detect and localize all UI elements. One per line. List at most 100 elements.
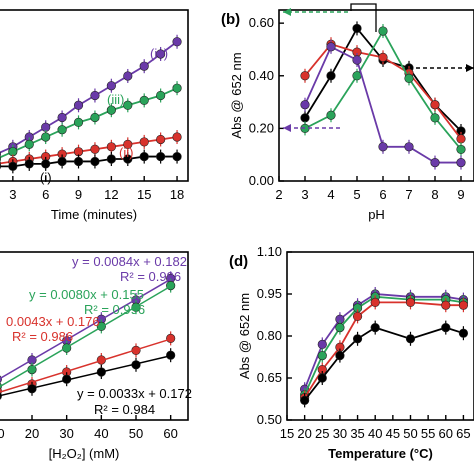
x-tick-label: 12 <box>104 187 118 202</box>
x-tick-label: 15 <box>137 187 151 202</box>
x-tick-label: 65 <box>456 426 470 441</box>
x-tick-label: 4 <box>327 187 334 202</box>
x-axis-label: Time (minutes) <box>51 207 137 222</box>
series-annotation: (i) <box>40 170 52 185</box>
chart-panel-1: 2 3 4 5 6 7 8 9 0.00 0.20 0.40 0.60 pH Abs @ 652 nm (b… <box>221 3 474 222</box>
x-tick-label: 9 <box>75 187 82 202</box>
x-tick-label: 20 <box>25 426 39 441</box>
data-point <box>317 339 327 350</box>
y-tick-label: 0.00 <box>249 173 274 188</box>
data-point <box>458 328 469 338</box>
data-point <box>139 137 149 147</box>
fit-r-squared: R² = 0.986 <box>12 329 73 344</box>
fit-r-squared: R² = 0.996 <box>120 269 181 284</box>
series-annotation: (iii) <box>107 92 124 107</box>
data-point <box>57 125 67 135</box>
series-0 <box>0 271 176 383</box>
data-point <box>456 157 466 168</box>
x-tick-label: 25 <box>315 426 329 441</box>
fit-line <box>0 278 172 380</box>
x-tick-label: 40 <box>368 426 382 441</box>
data-point <box>0 151 2 158</box>
data-point <box>156 151 166 162</box>
data-point <box>106 105 116 115</box>
bracket-line <box>350 3 377 32</box>
arrow-head <box>283 8 291 16</box>
fit-r-squared: R² = 0.996 <box>84 302 145 317</box>
series-line <box>303 301 464 399</box>
x-tick-label: 8 <box>431 187 438 202</box>
data-point <box>326 71 336 81</box>
data-point <box>352 23 362 34</box>
data-point <box>172 151 182 162</box>
data-point <box>166 333 176 344</box>
data-point <box>430 100 440 110</box>
data-point <box>156 49 166 59</box>
data-point <box>404 73 414 83</box>
chart-panel-0: 3 6 9 12 15 18 Time (minutes) (iv) (iii) (ii) (i) <box>0 9 189 222</box>
data-point <box>106 81 116 91</box>
x-tick-label: 18 <box>170 187 184 202</box>
series-3 <box>300 320 469 408</box>
x-axis-label: Temperature (°C) <box>328 446 433 461</box>
plot-frame <box>0 251 189 421</box>
data-point <box>0 156 2 162</box>
data-point <box>24 139 34 149</box>
x-tick-label: 9 <box>457 187 464 202</box>
y-tick-label: 0.40 <box>249 68 274 83</box>
data-point <box>335 351 345 361</box>
x-tick-label: 2 <box>275 187 282 202</box>
data-point <box>106 142 116 152</box>
fit-r-squared: R² = 0.984 <box>94 402 155 417</box>
data-point <box>90 144 100 154</box>
series-line <box>303 295 464 396</box>
x-tick-label: 5 <box>353 187 360 202</box>
fit-equation: y = 0.0084x + 0.182 <box>72 254 187 269</box>
data-point <box>90 156 100 167</box>
data-point <box>404 142 414 152</box>
data-point <box>41 132 51 142</box>
data-point <box>139 95 149 105</box>
x-tick-label: 30 <box>333 426 347 441</box>
data-point <box>172 37 182 47</box>
x-tick-label: 6 <box>379 187 386 202</box>
data-point <box>0 163 2 170</box>
data-point <box>300 113 310 123</box>
x-tick-label: 15 <box>280 426 294 441</box>
y-tick-label: 1.10 <box>257 244 282 259</box>
data-point <box>57 112 67 123</box>
data-point <box>378 52 388 62</box>
arrow-head <box>283 124 291 132</box>
data-point <box>156 90 166 101</box>
x-tick-label: 35 <box>350 426 364 441</box>
data-point <box>90 90 100 101</box>
data-point <box>8 161 18 171</box>
data-point <box>456 144 466 155</box>
x-axis-label: [H₂O₂] (mM) <box>49 446 120 461</box>
x-tick-label: 55 <box>421 426 435 441</box>
series-annotation: (iv) <box>150 46 168 61</box>
series-1 <box>0 81 182 162</box>
y-tick-label: 0.80 <box>257 328 282 343</box>
data-point <box>370 297 380 308</box>
data-point <box>156 134 166 145</box>
data-point <box>317 351 327 361</box>
x-tick-label: 50 <box>403 426 417 441</box>
data-point <box>441 300 451 310</box>
data-point <box>123 139 133 149</box>
arrow-head <box>466 64 474 72</box>
data-point <box>326 42 336 52</box>
y-tick-label: 0.20 <box>249 120 274 135</box>
data-point <box>73 156 84 167</box>
data-point <box>378 142 388 152</box>
series-2 <box>300 24 466 157</box>
data-point <box>458 300 469 310</box>
data-point <box>456 134 466 144</box>
data-point <box>24 159 34 169</box>
x-tick-label: 7 <box>405 187 412 202</box>
plot-frame <box>286 251 474 421</box>
data-point <box>41 159 51 169</box>
x-tick-label: 50 <box>129 426 143 441</box>
x-tick-label: 10 <box>0 426 5 441</box>
